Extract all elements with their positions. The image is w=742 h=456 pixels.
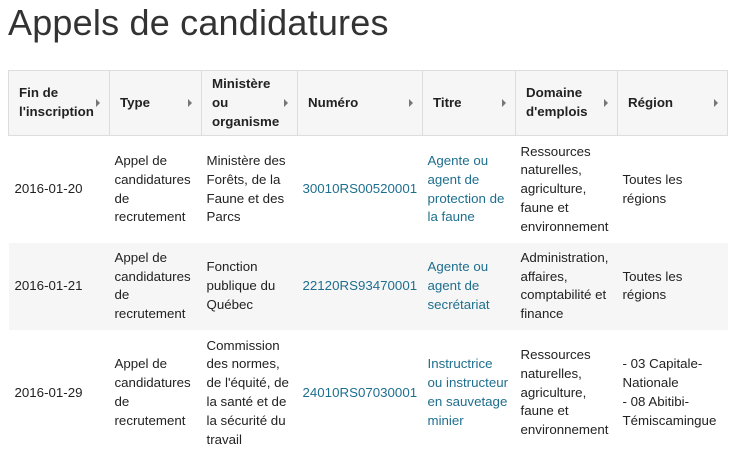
cell-type: Appel de candidatures de recrutement bbox=[114, 356, 191, 428]
numero-link[interactable]: 24010RS07030001 bbox=[302, 384, 418, 400]
sort-arrow-icon bbox=[502, 99, 506, 108]
cell-region: - 03 Capitale-Nationale - 08 Abitibi-Tém… bbox=[622, 356, 717, 428]
sort-header-titre[interactable]: Titre bbox=[422, 69, 516, 137]
titre-link[interactable]: Agente ou agent de secrétariat bbox=[427, 259, 490, 312]
sort-arrow-icon bbox=[96, 99, 100, 108]
cell-domaine: Ressources naturelles, agriculture, faun… bbox=[520, 347, 609, 438]
sort-header-numero[interactable]: Numéro bbox=[297, 69, 423, 137]
numero-link[interactable]: 22120RS93470001 bbox=[302, 278, 418, 294]
cell-ministere: Ministère des Forêts, de la Faune et des… bbox=[206, 153, 286, 225]
cell-domaine: Ressources naturelles, agriculture, faun… bbox=[520, 143, 609, 234]
cell-domaine: Administration, affaires, comptabilité e… bbox=[515, 242, 618, 331]
cell-ministere: Fonction publique du Québec bbox=[201, 242, 298, 331]
sort-header-type[interactable]: Type bbox=[109, 69, 202, 137]
sort-header-ministere[interactable]: Ministère ou organisme bbox=[201, 69, 298, 137]
page-title: Appels de candidatures bbox=[8, 2, 389, 43]
cell-type: Appel de candidatures de recrutement bbox=[109, 242, 202, 331]
cell-date: 2016-01-21 bbox=[8, 242, 110, 331]
cell-titre: Agente ou agent de secrétariat bbox=[422, 242, 516, 331]
cell-type: Appel de candidatures de recrutement bbox=[114, 153, 191, 225]
cell-region: Toutes les régions bbox=[617, 242, 728, 331]
sort-arrow-icon bbox=[188, 99, 192, 108]
cell-numero: 22120RS93470001 bbox=[297, 242, 423, 331]
cell-numero: 24010RS07030001 bbox=[298, 330, 423, 456]
cell-ministere: Commission des normes, de l'équité, de l… bbox=[206, 337, 289, 447]
cell-numero: 30010RS00520001 bbox=[298, 136, 423, 243]
titre-link[interactable]: Agente ou agent de protection de la faun… bbox=[427, 153, 505, 225]
titre-link[interactable]: Instructrice ou instructeur en sauvetage… bbox=[427, 356, 509, 428]
cell-titre: Instructrice ou instructeur en sauvetage… bbox=[423, 330, 516, 456]
table-row: 2016-01-21 Appel de candidatures de recr… bbox=[8, 242, 728, 331]
table-header-row: Fin de l'inscription Type Ministère ou o… bbox=[8, 69, 728, 137]
sort-header-domaine[interactable]: Domaine d'emplois bbox=[515, 69, 618, 137]
sort-arrow-icon bbox=[409, 99, 413, 108]
sort-arrow-icon bbox=[284, 99, 288, 108]
candidatures-table: Fin de l'inscription Type Ministère ou o… bbox=[8, 69, 728, 456]
numero-link[interactable]: 30010RS00520001 bbox=[302, 181, 418, 197]
cell-date: 2016-01-29 bbox=[14, 384, 83, 400]
cell-titre: Agente ou agent de protection de la faun… bbox=[423, 136, 516, 243]
sort-arrow-icon bbox=[604, 99, 608, 108]
sort-arrow-icon bbox=[714, 99, 718, 108]
sort-header-region[interactable]: Région bbox=[617, 69, 728, 137]
sort-header-fin-inscription[interactable]: Fin de l'inscription bbox=[8, 69, 110, 137]
table-row: 2016-01-29 Appel de candidatures de recr… bbox=[9, 330, 728, 456]
table-row: 2016-01-20 Appel de candidatures de recr… bbox=[9, 136, 728, 243]
cell-date: 2016-01-20 bbox=[14, 181, 83, 197]
cell-region: Toutes les régions bbox=[622, 171, 683, 206]
